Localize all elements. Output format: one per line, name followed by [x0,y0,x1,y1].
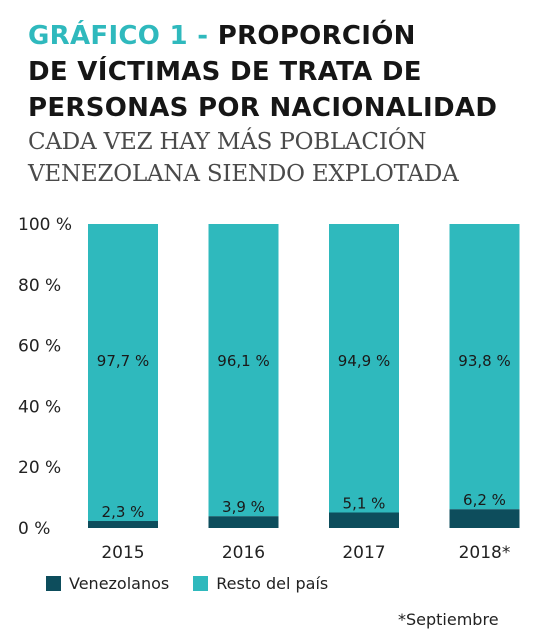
bar-segment-resto [208,224,279,517]
y-tick-label: 80 % [18,276,61,296]
chart-subtitle-line-1: CADA VEZ HAY MÁS POBLACIÓN [28,129,427,155]
x-tick-label: 2017 [342,543,385,563]
bar-segment-resto [329,224,399,513]
bar-segment-resto [449,224,520,510]
y-tick-label: 20 % [18,458,61,478]
data-label-venezolanos: 6,2 % [463,491,506,509]
data-label-resto: 94,9 % [338,352,390,370]
bar-segment-venezolanos [449,509,520,528]
chart-title-prefix: GRÁFICO 1 - [28,21,209,51]
y-tick-label: 0 % [18,519,50,539]
legend-swatch-resto [193,576,209,591]
x-tick-label: 2018* [459,543,511,563]
chart-legend: Venezolanos Resto del país [46,574,352,593]
bar-segment-venezolanos [88,521,158,528]
chart-title-line-3: PERSONAS POR NACIONALIDAD [28,93,498,123]
chart-subtitle-line-2: VENEZOLANA SIENDO EXPLOTADA [28,161,459,187]
data-label-resto: 96,1 % [217,352,269,370]
legend-label-resto: Resto del país [216,574,329,593]
bar-segment-resto [88,224,158,522]
chart-title-line-1: GRÁFICO 1 - PROPORCIÓN [28,18,533,54]
y-tick-label: 40 % [18,397,61,417]
y-tick-label: 100 % [18,215,72,235]
legend-item-resto: Resto del país [193,574,328,593]
legend-label-venezolanos: Venezolanos [69,574,170,593]
x-tick-label: 2015 [101,543,144,563]
data-label-venezolanos: 5,1 % [343,494,386,512]
legend-swatch-venezolanos [46,576,61,591]
data-label-venezolanos: 2,3 % [102,503,145,521]
chart-footnote: *Septiembre [398,610,499,629]
legend-item-venezolanos: Venezolanos [46,574,169,593]
chart-title-block: GRÁFICO 1 - PROPORCIÓN DE VÍCTIMAS DE TR… [28,18,533,190]
x-tick-label: 2016 [222,543,265,563]
chart-title-line-2: DE VÍCTIMAS DE TRATA DE [28,57,422,87]
data-label-resto: 93,8 % [458,352,510,370]
bar-segment-venezolanos [329,512,399,528]
data-label-resto: 97,7 % [97,352,149,370]
y-tick-label: 60 % [18,337,61,357]
data-label-venezolanos: 3,9 % [222,498,265,516]
chart-title-rest: PROPORCIÓN [217,21,416,51]
bar-segment-venezolanos [208,516,279,528]
